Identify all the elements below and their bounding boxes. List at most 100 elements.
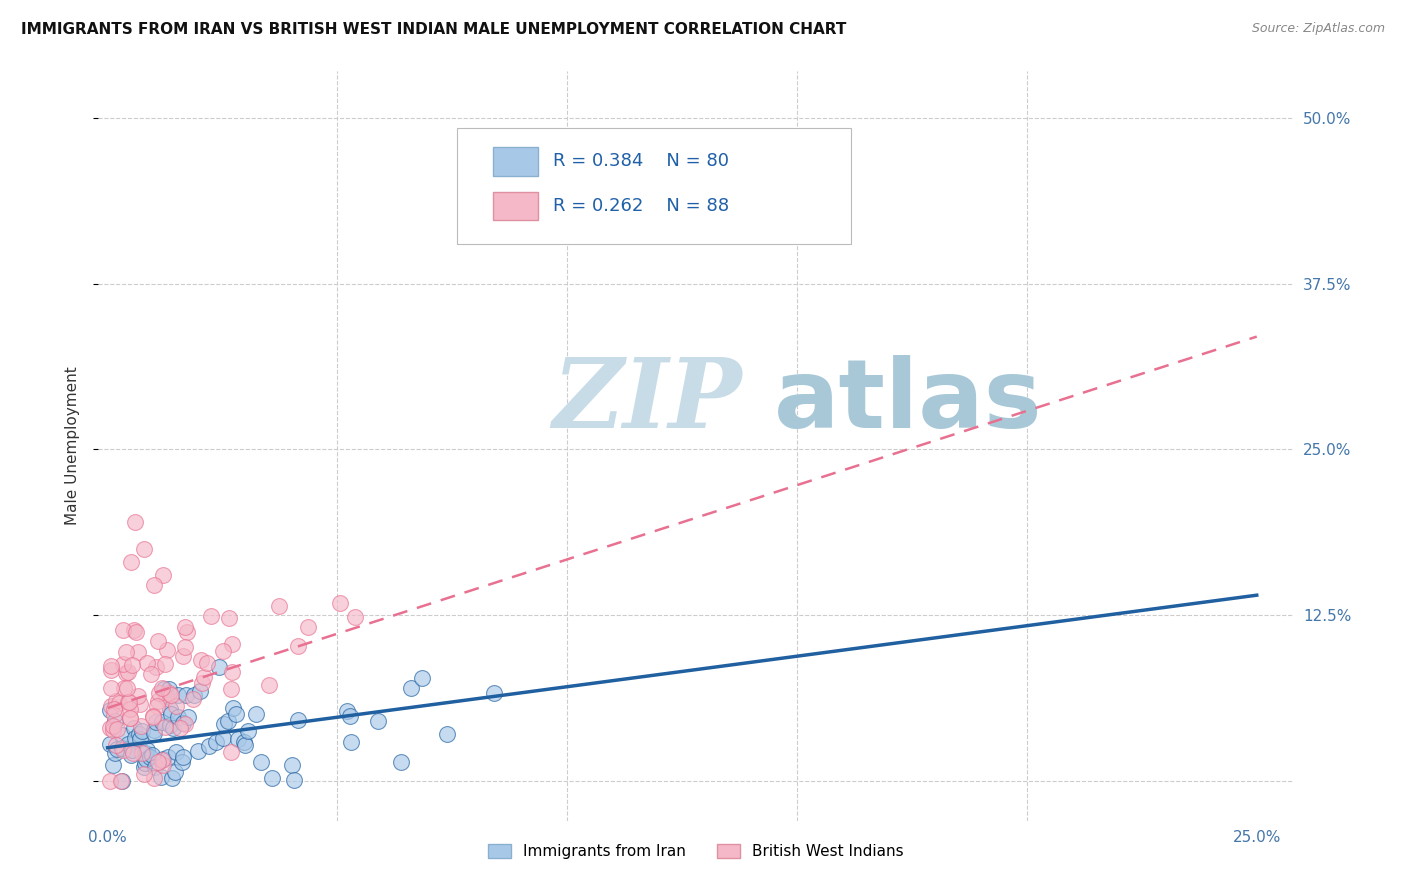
British West Indians (122, 746, 145, 760)
Immigrants from Iran (167, 688, 190, 702)
British West Indians (329, 595, 352, 609)
Immigrants from Iran (198, 739, 221, 753)
Immigrants from Iran (162, 721, 184, 735)
British West Indians (193, 670, 215, 684)
British West Indians (105, 694, 128, 708)
British West Indians (142, 577, 165, 591)
British West Indians (112, 742, 135, 756)
British West Indians (115, 666, 138, 681)
British West Indians (287, 639, 309, 653)
British West Indians (146, 698, 169, 713)
British West Indians (176, 624, 198, 639)
Legend: Immigrants from Iran, British West Indians: Immigrants from Iran, British West India… (482, 838, 910, 865)
Immigrants from Iran (98, 737, 121, 751)
British West Indians (105, 738, 128, 752)
British West Indians (191, 675, 214, 690)
British West Indians (125, 624, 148, 639)
Immigrants from Iran (124, 731, 146, 745)
Immigrants from Iran (159, 701, 181, 715)
Immigrants from Iran (143, 725, 166, 739)
Immigrants from Iran (367, 714, 389, 728)
Text: IMMIGRANTS FROM IRAN VS BRITISH WEST INDIAN MALE UNEMPLOYMENT CORRELATION CHART: IMMIGRANTS FROM IRAN VS BRITISH WEST IND… (21, 22, 846, 37)
British West Indians (181, 692, 204, 706)
Immigrants from Iran (128, 727, 150, 741)
British West Indians (174, 620, 197, 634)
British West Indians (115, 681, 138, 696)
British West Indians (108, 697, 131, 711)
British West Indians (169, 721, 191, 735)
Immigrants from Iran (129, 731, 152, 746)
British West Indians (190, 653, 212, 667)
British West Indians (103, 708, 125, 723)
British West Indians (112, 623, 135, 637)
British West Indians (172, 649, 194, 664)
Immigrants from Iran (117, 738, 139, 752)
Immigrants from Iran (208, 660, 231, 674)
Immigrants from Iran (145, 715, 167, 730)
Text: ZIP: ZIP (553, 354, 742, 448)
Y-axis label: Male Unemployment: Male Unemployment (65, 367, 80, 525)
Immigrants from Iran (221, 701, 243, 715)
Immigrants from Iran (287, 713, 309, 727)
Immigrants from Iran (399, 681, 422, 695)
Immigrants from Iran (280, 758, 302, 772)
Immigrants from Iran (703, 203, 725, 218)
British West Indians (111, 657, 134, 672)
Immigrants from Iran (211, 731, 233, 745)
Immigrants from Iran (134, 756, 156, 771)
British West Indians (134, 767, 156, 781)
Immigrants from Iran (104, 746, 127, 760)
Immigrants from Iran (183, 688, 205, 702)
British West Indians (117, 695, 139, 709)
Immigrants from Iran (143, 759, 166, 773)
British West Indians (269, 599, 291, 613)
Immigrants from Iran (217, 714, 239, 728)
Immigrants from Iran (339, 709, 361, 723)
British West Indians (219, 681, 242, 696)
Immigrants from Iran (135, 752, 157, 766)
Immigrants from Iran (111, 741, 134, 756)
Text: Source: ZipAtlas.com: Source: ZipAtlas.com (1251, 22, 1385, 36)
British West Indians (221, 665, 243, 679)
Immigrants from Iran (245, 706, 267, 721)
Immigrants from Iran (190, 683, 212, 698)
British West Indians (103, 719, 125, 733)
British West Indians (100, 698, 122, 713)
British West Indians (127, 646, 149, 660)
Text: atlas: atlas (773, 354, 1042, 448)
British West Indians (157, 686, 180, 700)
British West Indians (100, 681, 122, 696)
British West Indians (118, 695, 141, 709)
British West Indians (120, 555, 142, 569)
British West Indians (173, 717, 195, 731)
Immigrants from Iran (98, 702, 121, 716)
Immigrants from Iran (166, 710, 188, 724)
British West Indians (153, 720, 176, 734)
Immigrants from Iran (436, 727, 458, 741)
Immigrants from Iran (150, 714, 173, 729)
Immigrants from Iran (155, 690, 177, 704)
Immigrants from Iran (262, 771, 284, 785)
Immigrants from Iran (150, 770, 173, 784)
Immigrants from Iran (131, 724, 153, 739)
British West Indians (152, 758, 174, 772)
Immigrants from Iran (174, 689, 197, 703)
Immigrants from Iran (249, 755, 271, 769)
British West Indians (98, 773, 121, 788)
British West Indians (131, 746, 153, 760)
British West Indians (155, 690, 177, 705)
Immigrants from Iran (159, 718, 181, 732)
Immigrants from Iran (121, 743, 143, 757)
British West Indians (150, 754, 173, 768)
Immigrants from Iran (103, 714, 125, 728)
British West Indians (112, 681, 135, 695)
British West Indians (118, 711, 141, 725)
British West Indians (160, 688, 183, 702)
British West Indians (165, 699, 187, 714)
British West Indians (103, 702, 125, 716)
Immigrants from Iran (163, 764, 186, 779)
Text: R = 0.384    N = 80: R = 0.384 N = 80 (553, 153, 728, 170)
Immigrants from Iran (134, 747, 156, 761)
Immigrants from Iran (233, 738, 256, 752)
Immigrants from Iran (172, 756, 194, 770)
